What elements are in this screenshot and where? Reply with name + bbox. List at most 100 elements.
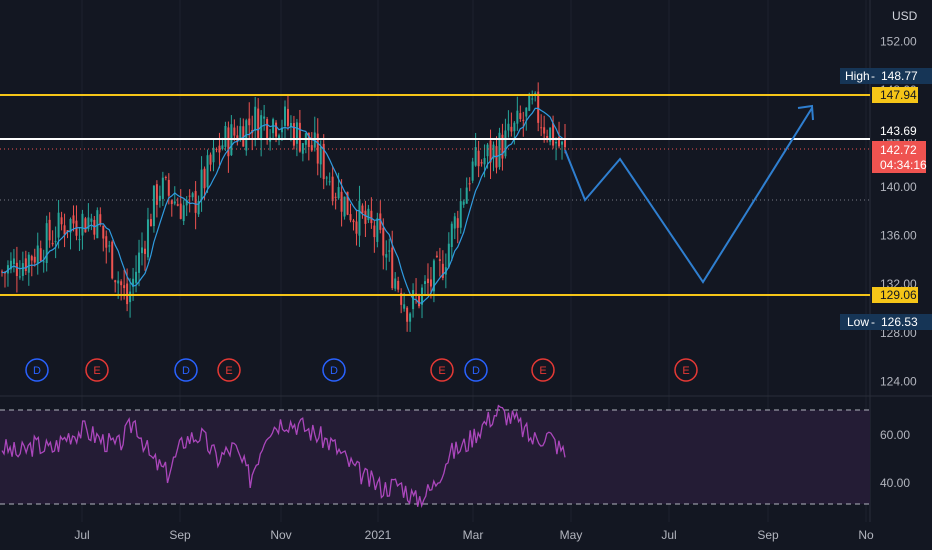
candle-body	[24, 258, 27, 272]
candle-body	[543, 127, 546, 134]
dividend-marker[interactable]: D	[25, 358, 49, 382]
candle-body	[418, 294, 421, 307]
candle-body	[143, 248, 146, 254]
event-circle	[85, 358, 109, 382]
dividend-marker[interactable]: D	[322, 358, 346, 382]
candle-body	[468, 183, 471, 185]
candle-body	[453, 216, 456, 229]
candle-body	[158, 195, 161, 201]
earnings-marker[interactable]: E	[674, 358, 698, 382]
candle-body	[233, 127, 236, 136]
candle-body	[552, 123, 555, 146]
candle-body	[218, 145, 221, 153]
moving-average-line	[2, 107, 566, 304]
candle-body	[69, 219, 72, 233]
candle-body	[528, 94, 531, 111]
level-value: 143.69	[880, 124, 917, 138]
event-label: D	[330, 365, 338, 377]
dividend-marker[interactable]: D	[174, 358, 198, 382]
candle-body	[60, 217, 63, 225]
candle-body	[57, 212, 60, 238]
candle-body	[111, 241, 114, 279]
high-tag: High - 148.77	[840, 68, 932, 84]
candle-body	[319, 146, 322, 165]
projection-drawing[interactable]	[564, 104, 814, 284]
candle-body	[298, 122, 301, 152]
rsi-band-fill	[0, 410, 870, 504]
earnings-marker[interactable]: E	[217, 358, 241, 382]
candle-body	[6, 265, 9, 274]
candle-body	[138, 252, 141, 273]
low-tag: Low - 126.53	[840, 314, 932, 330]
event-circle	[217, 358, 241, 382]
currency-tag[interactable]: USD	[892, 9, 918, 23]
candle-body	[492, 144, 495, 159]
candle-body	[263, 116, 266, 119]
candle-body	[423, 281, 426, 284]
low-label: Low	[847, 315, 869, 329]
candle-body	[456, 218, 459, 228]
candle-body	[376, 218, 379, 242]
event-circle	[25, 358, 49, 382]
event-circle	[174, 358, 198, 382]
candle-body	[266, 119, 269, 140]
candle-body	[426, 278, 429, 284]
candle-body	[462, 201, 465, 205]
candle-body	[525, 107, 528, 117]
candle-body	[42, 261, 45, 263]
candle-body	[283, 106, 286, 126]
candle-body	[63, 225, 66, 235]
candle-body	[558, 137, 561, 147]
candle-body	[346, 191, 349, 215]
candle-body	[48, 219, 51, 241]
candle-body	[81, 213, 84, 236]
candle-body	[504, 130, 507, 157]
candle-body	[516, 110, 519, 124]
time-axis-label: No	[858, 528, 874, 542]
candle-body	[394, 278, 397, 289]
candle-body	[531, 98, 534, 100]
candle-body	[182, 205, 185, 222]
currency-label: USD	[892, 9, 918, 23]
candlestick-series	[1, 82, 566, 332]
candle-body	[123, 285, 126, 289]
time-axis-label: Jul	[74, 528, 89, 542]
candle-body	[379, 213, 382, 230]
event-label: D	[472, 365, 480, 377]
earnings-marker[interactable]: E	[531, 358, 555, 382]
candle-body	[257, 108, 260, 139]
high-label: High	[845, 69, 870, 83]
candle-body	[435, 255, 438, 258]
candle-body	[373, 225, 376, 238]
earnings-marker[interactable]: E	[430, 358, 454, 382]
earnings-marker[interactable]: E	[85, 358, 109, 382]
price-tick-label: 124.00	[880, 374, 917, 388]
last-price-value: 142.72	[880, 143, 917, 157]
candle-body	[99, 214, 102, 225]
price-tags: USD High - 148.77 147.94 143.69 142.72 0…	[840, 9, 932, 330]
price-tick-label: 136.00	[880, 229, 917, 243]
candle-body	[343, 196, 346, 217]
candle-body	[146, 219, 149, 258]
candle-body	[200, 169, 203, 200]
candle-body	[397, 280, 400, 290]
candle-body	[459, 201, 462, 228]
time-axis-label: May	[560, 528, 583, 542]
candle-body	[194, 191, 197, 213]
candle-body	[126, 283, 129, 305]
candle-body	[334, 196, 337, 198]
candle-body	[206, 155, 209, 188]
resistance-value: 147.94	[880, 88, 917, 102]
event-circle	[674, 358, 698, 382]
candle-body	[400, 292, 403, 305]
dividend-marker[interactable]: D	[464, 358, 488, 382]
candle-body	[292, 123, 295, 146]
candle-body	[227, 127, 230, 157]
candle-body	[114, 280, 117, 283]
event-label: E	[539, 365, 546, 377]
projection-path[interactable]	[564, 107, 813, 284]
candle-body	[337, 187, 340, 199]
event-label: E	[93, 365, 100, 377]
